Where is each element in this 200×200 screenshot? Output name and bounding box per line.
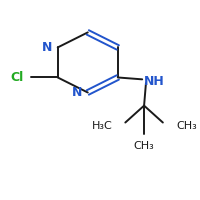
Text: CH₃: CH₃: [134, 141, 154, 151]
Text: N: N: [42, 41, 53, 54]
Text: H₃C: H₃C: [91, 121, 112, 131]
Text: CH₃: CH₃: [176, 121, 197, 131]
Text: NH: NH: [144, 75, 165, 88]
Text: Cl: Cl: [11, 71, 24, 84]
Text: N: N: [72, 86, 83, 99]
